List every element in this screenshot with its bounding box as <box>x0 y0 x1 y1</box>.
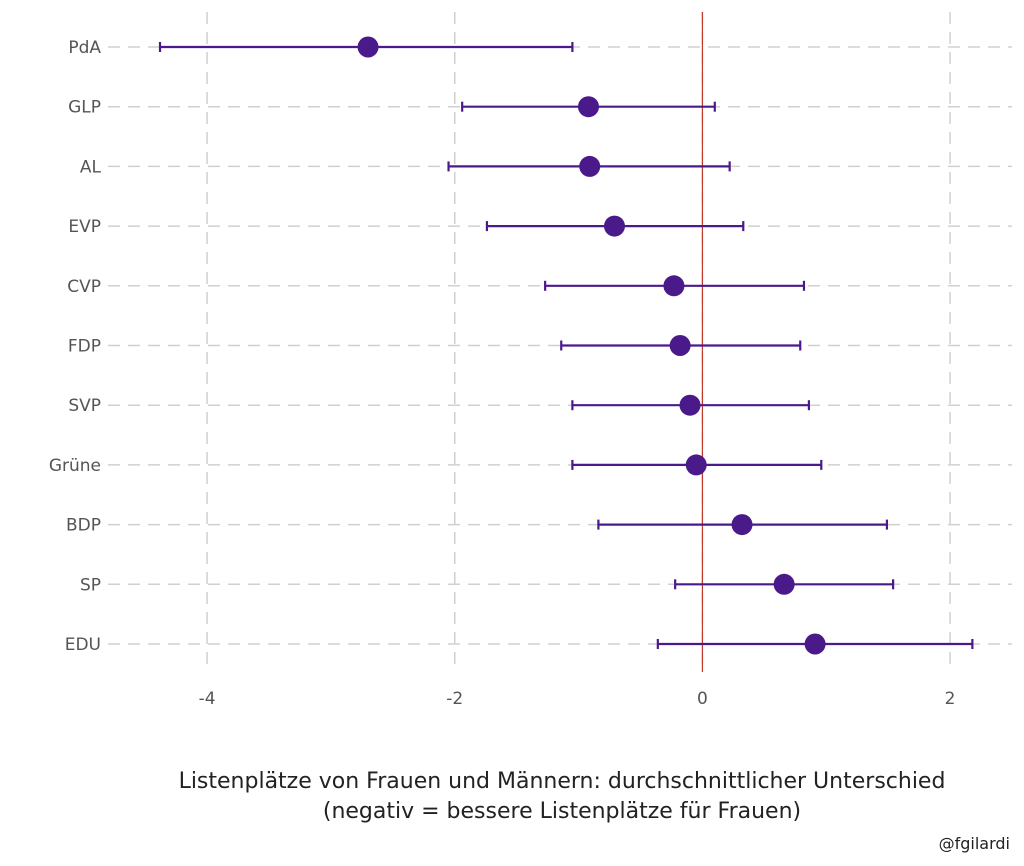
estimate-point <box>663 275 685 297</box>
x-tick-label: 0 <box>697 689 708 709</box>
y-tick-label: Grüne <box>49 456 101 476</box>
estimate-point <box>603 215 625 237</box>
y-tick-label: EVP <box>68 217 101 237</box>
y-tick-label: SP <box>80 575 101 595</box>
y-tick-label: GLP <box>68 98 101 118</box>
grid-layer <box>108 12 1012 672</box>
marks-layer <box>158 36 974 655</box>
x-axis-label-line1: Listenplätze von Frauen und Männern: dur… <box>179 769 946 794</box>
x-axis-label-line2: (negativ = bessere Listenplätze für Frau… <box>323 799 801 824</box>
x-tick-label: 2 <box>945 689 956 709</box>
labels-layer: -4 -2 0 2 PdA GLP AL EVP CVP FDP SVP Grüne BDP SP EDU <box>49 38 956 709</box>
y-tick-label: PdA <box>68 38 101 58</box>
estimate-point <box>579 155 601 177</box>
estimate-point <box>357 36 379 58</box>
y-tick-label: BDP <box>66 516 101 536</box>
estimate-point <box>577 96 599 118</box>
estimate-point <box>685 454 707 476</box>
estimate-point <box>669 335 691 356</box>
y-tick-label: EDU <box>65 635 101 655</box>
author-credit: @fgilardi <box>939 834 1010 853</box>
estimate-point <box>731 514 753 536</box>
x-tick-label: -2 <box>446 689 463 709</box>
y-tick-label: CVP <box>67 277 101 297</box>
estimate-point <box>679 394 701 416</box>
y-tick-label: SVP <box>68 396 101 416</box>
y-tick-label: AL <box>80 157 102 177</box>
estimate-point <box>804 633 826 655</box>
x-tick-label: -4 <box>199 689 216 709</box>
y-tick-label: FDP <box>68 337 101 357</box>
estimate-point <box>773 573 795 595</box>
